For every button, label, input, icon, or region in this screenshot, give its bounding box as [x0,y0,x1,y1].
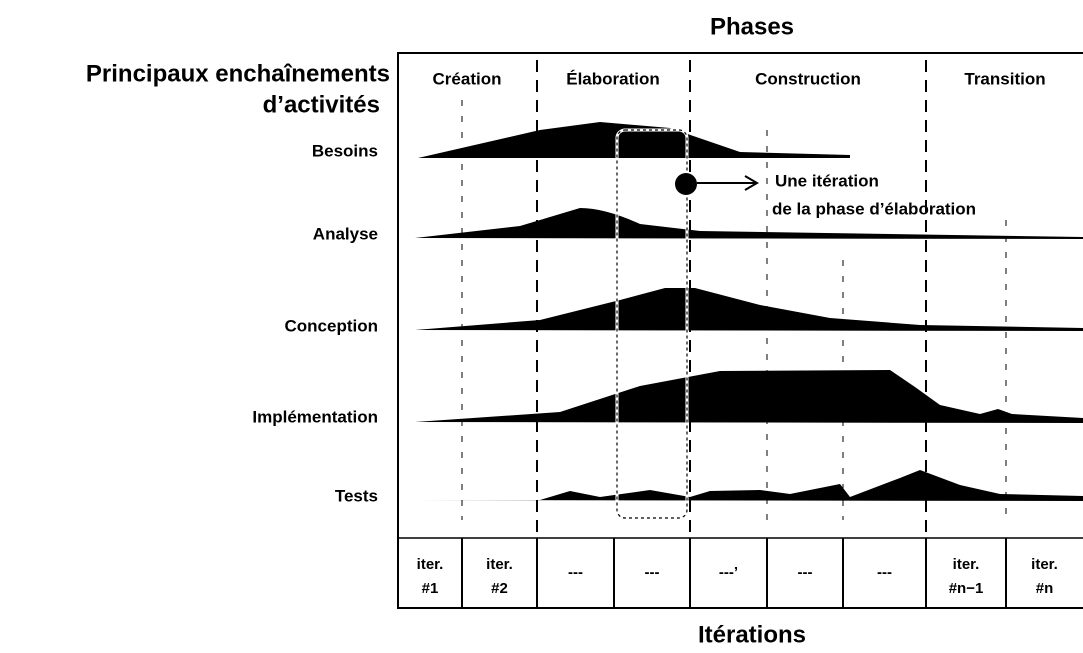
iteration-label: #n−1 [949,580,984,597]
iteration-label: iter. [1031,556,1058,573]
iteration-label: --- [568,564,583,581]
annotation: de la phase d’élaboration [772,199,976,218]
heading: d’activités [263,91,380,118]
iteration-label: --- [877,564,892,581]
iteration-label: iter. [953,556,980,573]
footer: Itérations [698,621,806,648]
phase-label: Création [433,69,502,88]
iteration-label: iter. [486,556,513,573]
heading: Principaux enchaînements [86,60,390,87]
iteration-label: --- [798,564,813,581]
iteration-label: #1 [422,580,439,597]
iteration-label: #2 [491,580,508,597]
marker-dot [675,173,697,195]
iteration-highlight [616,129,688,519]
humps [415,122,1083,501]
iteration-label: #n [1036,580,1054,597]
frame [397,52,1083,609]
phase-label: Construction [755,69,861,88]
arrow-head [744,175,759,191]
title: Phases [710,13,794,40]
workflow-label: Tests [335,486,378,505]
phase-label: Élaboration [566,69,660,88]
iteration-label: --- [645,564,660,581]
workflow-label: Implémentation [252,407,378,426]
iteration-label: ---’ [719,564,738,581]
workflow-label: Besoins [312,141,378,160]
iteration-dividers [461,538,1007,608]
workflow-label: Analyse [313,224,378,243]
iteration-label: iter. [417,556,444,573]
phase-label: Transition [964,69,1045,88]
annotation: Une itération [775,171,879,190]
workflow-label: Conception [285,316,379,335]
